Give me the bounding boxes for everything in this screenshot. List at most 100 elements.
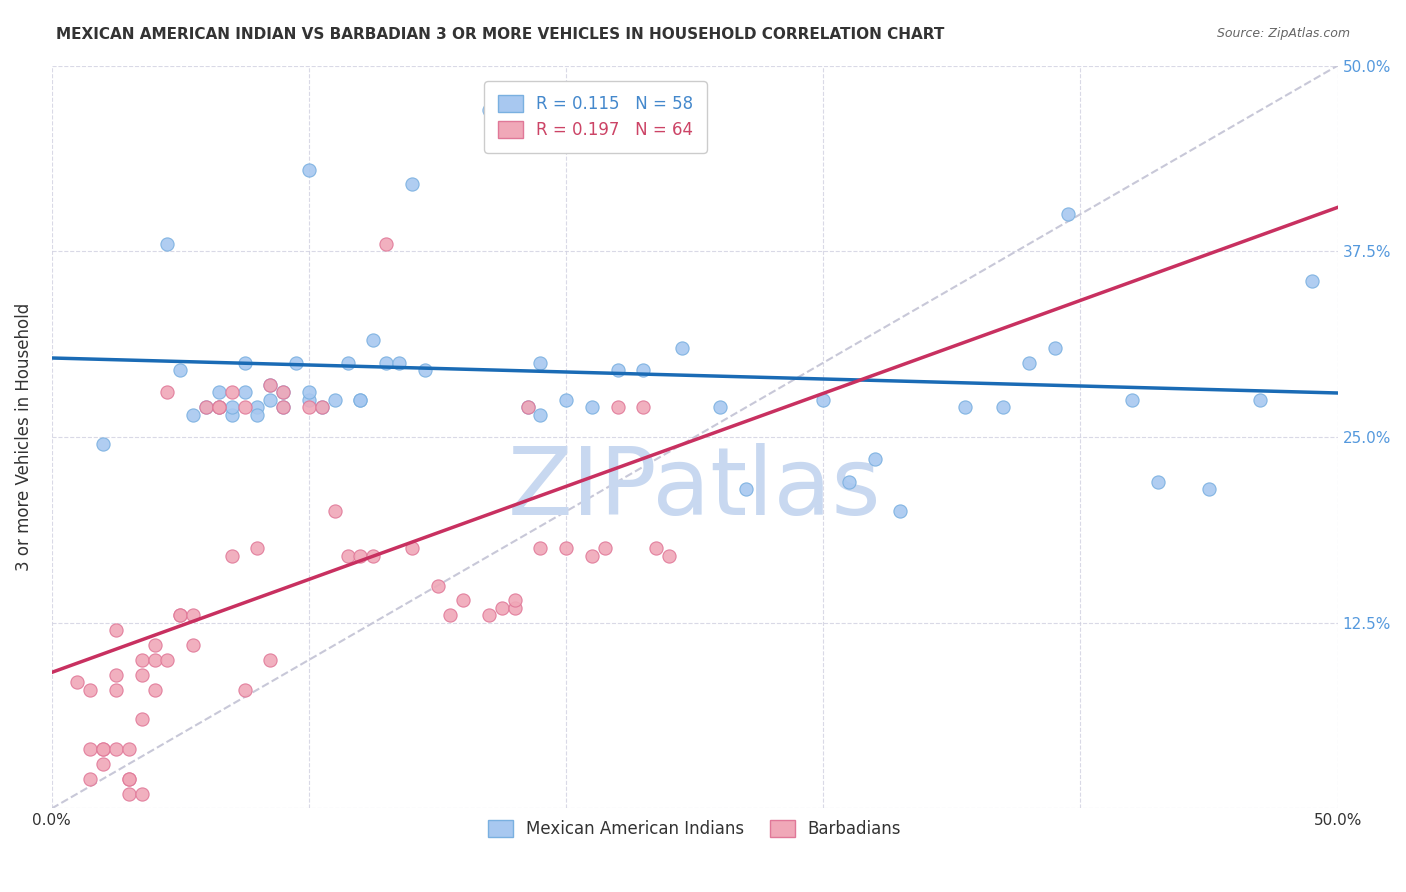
- Legend: Mexican American Indians, Barbadians: Mexican American Indians, Barbadians: [481, 814, 908, 845]
- Text: Source: ZipAtlas.com: Source: ZipAtlas.com: [1216, 27, 1350, 40]
- Point: [516, 401, 538, 415]
- Point: [529, 356, 551, 370]
- Point: [246, 401, 269, 415]
- Point: [529, 408, 551, 422]
- Point: [709, 401, 731, 415]
- Point: [143, 653, 166, 667]
- Point: [863, 452, 886, 467]
- Point: [208, 401, 231, 415]
- Point: [439, 608, 461, 623]
- Point: [131, 712, 153, 726]
- Point: [1146, 475, 1168, 489]
- Point: [1301, 274, 1323, 288]
- Point: [105, 742, 128, 756]
- Point: [311, 401, 333, 415]
- Point: [1043, 341, 1066, 355]
- Point: [388, 356, 411, 370]
- Point: [838, 475, 860, 489]
- Point: [658, 549, 681, 563]
- Point: [361, 549, 384, 563]
- Point: [259, 392, 281, 407]
- Point: [156, 236, 179, 251]
- Point: [323, 504, 346, 518]
- Point: [285, 356, 308, 370]
- Point: [131, 667, 153, 681]
- Point: [735, 482, 758, 496]
- Point: [1018, 356, 1040, 370]
- Point: [813, 392, 835, 407]
- Point: [259, 378, 281, 392]
- Point: [401, 178, 423, 192]
- Point: [401, 541, 423, 556]
- Point: [246, 541, 269, 556]
- Point: [271, 385, 294, 400]
- Point: [555, 392, 578, 407]
- Point: [208, 401, 231, 415]
- Point: [606, 401, 628, 415]
- Point: [221, 401, 243, 415]
- Point: [259, 653, 281, 667]
- Point: [79, 772, 101, 786]
- Point: [195, 401, 218, 415]
- Point: [91, 742, 114, 756]
- Point: [336, 356, 359, 370]
- Point: [156, 385, 179, 400]
- Point: [169, 608, 191, 623]
- Point: [581, 401, 603, 415]
- Point: [169, 608, 191, 623]
- Point: [143, 682, 166, 697]
- Point: [181, 608, 204, 623]
- Point: [79, 742, 101, 756]
- Point: [221, 408, 243, 422]
- Point: [118, 772, 141, 786]
- Text: ZIPatlas: ZIPatlas: [508, 443, 882, 535]
- Point: [889, 504, 911, 518]
- Point: [79, 682, 101, 697]
- Point: [298, 385, 321, 400]
- Point: [323, 392, 346, 407]
- Point: [298, 401, 321, 415]
- Point: [91, 742, 114, 756]
- Point: [221, 385, 243, 400]
- Point: [491, 103, 513, 118]
- Point: [271, 401, 294, 415]
- Point: [593, 541, 616, 556]
- Point: [478, 103, 501, 118]
- Point: [221, 549, 243, 563]
- Point: [1250, 392, 1272, 407]
- Point: [118, 787, 141, 801]
- Point: [91, 437, 114, 451]
- Point: [271, 401, 294, 415]
- Point: [503, 600, 526, 615]
- Point: [336, 549, 359, 563]
- Point: [375, 236, 398, 251]
- Point: [195, 401, 218, 415]
- Point: [298, 162, 321, 177]
- Point: [118, 742, 141, 756]
- Point: [671, 341, 693, 355]
- Point: [181, 408, 204, 422]
- Point: [233, 385, 256, 400]
- Point: [181, 638, 204, 652]
- Point: [633, 401, 655, 415]
- Point: [233, 356, 256, 370]
- Point: [375, 356, 398, 370]
- Point: [105, 667, 128, 681]
- Point: [633, 363, 655, 377]
- Point: [349, 392, 371, 407]
- Point: [993, 401, 1015, 415]
- Point: [233, 401, 256, 415]
- Point: [169, 363, 191, 377]
- Y-axis label: 3 or more Vehicles in Household: 3 or more Vehicles in Household: [15, 303, 32, 571]
- Point: [529, 541, 551, 556]
- Point: [156, 653, 179, 667]
- Point: [478, 608, 501, 623]
- Point: [426, 578, 449, 592]
- Point: [413, 363, 436, 377]
- Point: [271, 385, 294, 400]
- Point: [208, 385, 231, 400]
- Point: [66, 675, 89, 690]
- Point: [118, 772, 141, 786]
- Point: [516, 401, 538, 415]
- Point: [143, 638, 166, 652]
